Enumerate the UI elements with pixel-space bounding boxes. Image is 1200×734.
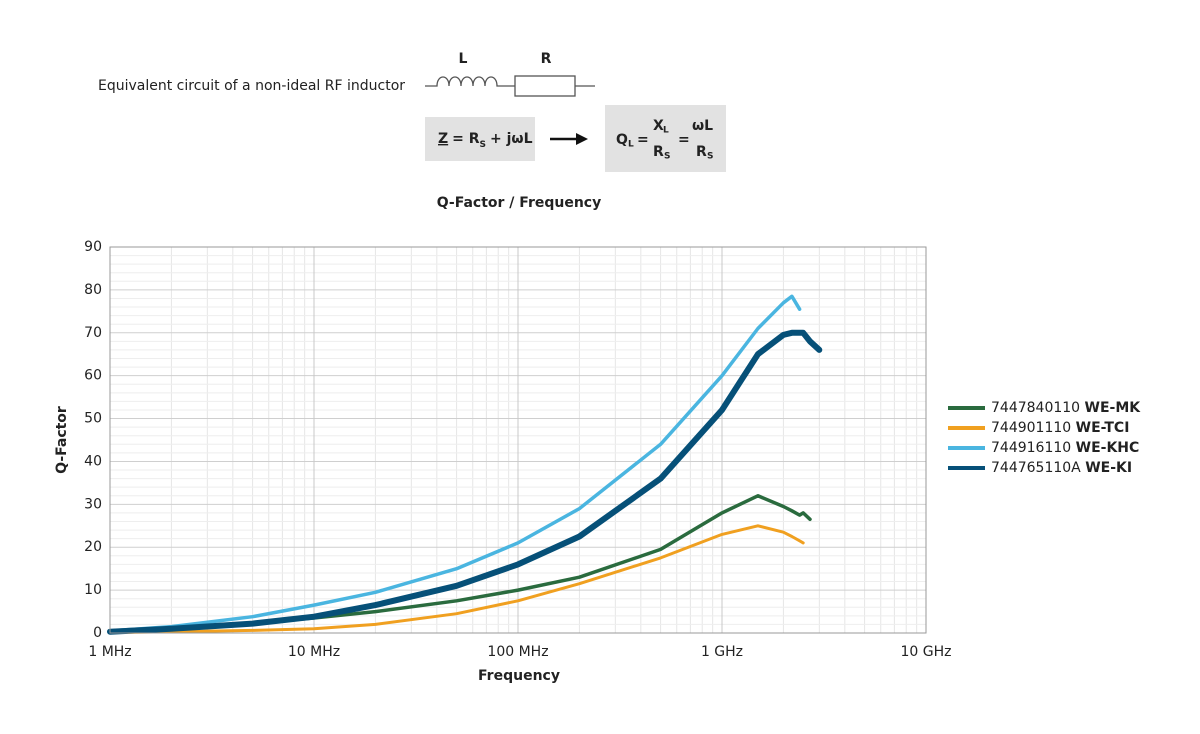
q-num1-sub: L bbox=[663, 126, 669, 136]
y-tick-label: 40 bbox=[84, 453, 102, 469]
x-tick-label: 1 GHz bbox=[701, 644, 743, 660]
y-tick-label: 70 bbox=[84, 325, 102, 341]
circuit-diagram: Equivalent circuit of a non-ideal RF ind… bbox=[98, 51, 726, 172]
q-den1: R bbox=[653, 144, 664, 160]
q-den2: R bbox=[696, 144, 707, 160]
q-num1: X bbox=[653, 118, 664, 134]
y-tick-label: 60 bbox=[84, 368, 102, 384]
plot-frame bbox=[109, 246, 927, 634]
series-line bbox=[107, 329, 823, 635]
x-tick-label: 100 MHz bbox=[487, 644, 548, 660]
series-line bbox=[108, 524, 805, 635]
q-box bbox=[605, 105, 726, 172]
y-tick-label: 0 bbox=[93, 625, 102, 641]
x-tick-label: 10 GHz bbox=[901, 644, 952, 660]
q-den2-sub: S bbox=[707, 152, 713, 162]
x-tick-label: 10 MHz bbox=[288, 644, 340, 660]
legend-label: 744765110A WE-KI bbox=[991, 460, 1132, 476]
legend-label: 744901110 WE-TCI bbox=[991, 420, 1129, 436]
circuit-caption: Equivalent circuit of a non-ideal RF ind… bbox=[98, 78, 405, 94]
resistor bbox=[514, 75, 576, 97]
legend: 7447840110 WE-MK 744901110 WE-TCI 74491611… bbox=[948, 400, 1141, 476]
arrow-head bbox=[576, 133, 588, 145]
q-symbol: Q bbox=[616, 132, 628, 148]
y-tick-label: 20 bbox=[84, 539, 102, 555]
legend-label: 744916110 WE-KHC bbox=[991, 440, 1139, 456]
q-num2: ωL bbox=[692, 118, 713, 134]
y-tick-label: 90 bbox=[84, 239, 102, 255]
impedance-formula: Z = RS + jωL bbox=[438, 131, 533, 150]
inductor-wire bbox=[425, 76, 595, 87]
grid bbox=[109, 246, 927, 634]
y-tick-label: 30 bbox=[84, 496, 102, 512]
x-tick-label: 1 MHz bbox=[88, 644, 131, 660]
y-tick-label: 50 bbox=[84, 411, 102, 427]
plot-lines bbox=[107, 294, 823, 635]
x-axis-label: Frequency bbox=[478, 668, 560, 684]
chart-title: Q-Factor / Frequency bbox=[437, 195, 601, 211]
series-line bbox=[108, 494, 812, 634]
legend-label: 7447840110 WE-MK bbox=[991, 400, 1141, 416]
q-den1-sub: S bbox=[664, 152, 670, 162]
q-equals: = bbox=[637, 132, 649, 148]
series-line bbox=[108, 294, 802, 633]
y-tick-label: 80 bbox=[84, 282, 102, 298]
impedance-box bbox=[425, 117, 535, 161]
resistor-label: R bbox=[541, 51, 552, 67]
q-sub: L bbox=[628, 140, 634, 150]
y-axis-label: Q-Factor bbox=[54, 406, 70, 474]
q-equals2: = bbox=[678, 132, 690, 148]
inductor-label: L bbox=[459, 51, 468, 67]
y-tick-label: 10 bbox=[84, 582, 102, 598]
